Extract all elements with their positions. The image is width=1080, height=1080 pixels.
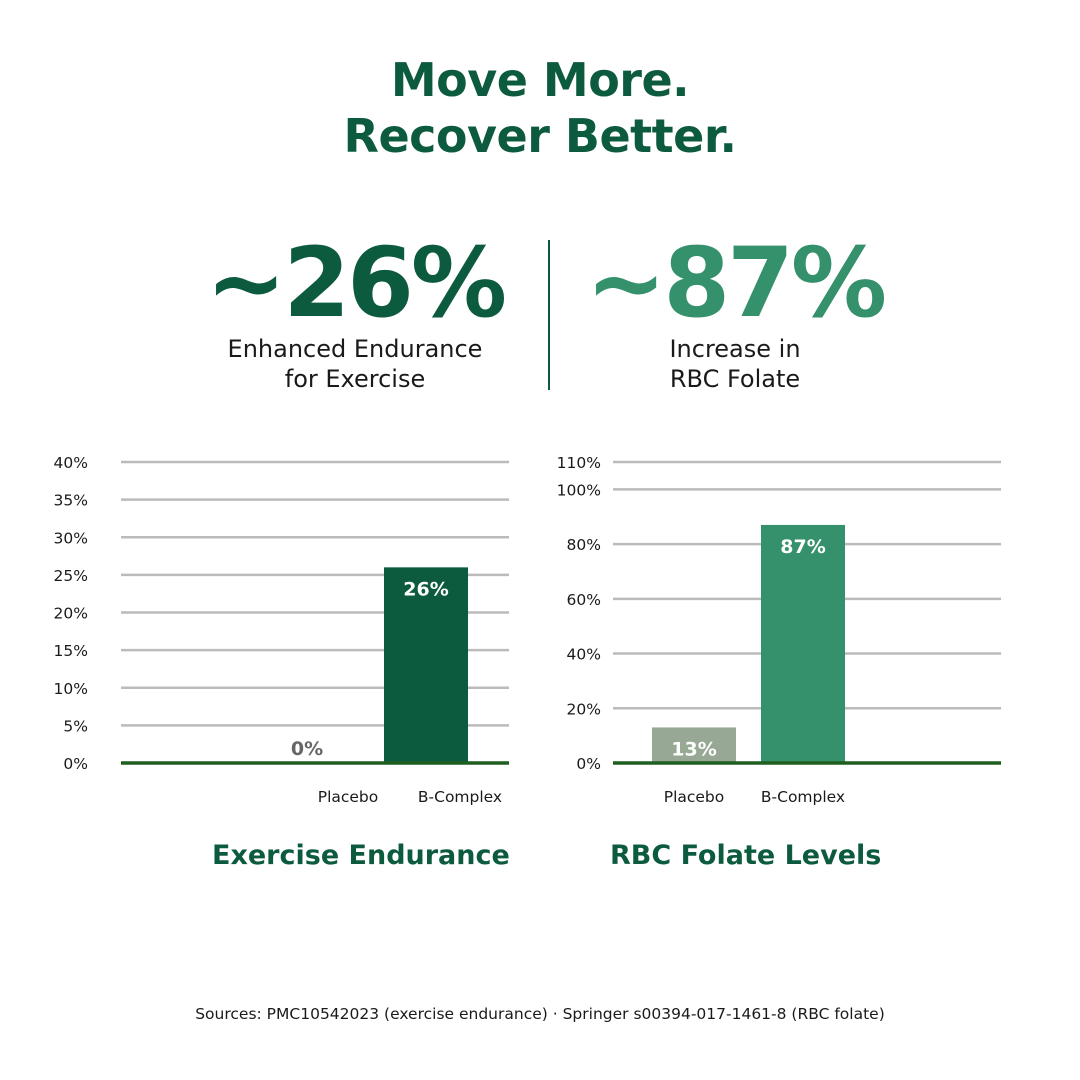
chart-title-exercise-endurance: Exercise Endurance — [212, 840, 510, 871]
endurance-ytick-label: 0% — [63, 755, 88, 773]
sources-footnote: Sources: PMC10542023 (exercise endurance… — [195, 1005, 885, 1023]
endurance-ytick-label: 20% — [54, 605, 88, 623]
stat-endurance-caption: Enhanced Endurance for Exercise — [180, 334, 530, 394]
folate-ytick-label: 60% — [567, 591, 601, 609]
folate-ytick-label: 80% — [567, 536, 601, 554]
stat-folate-caption-line-2: RBC Folate — [669, 365, 801, 393]
stat-endurance: ~26% Enhanced Endurance for Exercise — [180, 228, 530, 394]
folate-value-label: 13% — [671, 738, 716, 760]
folate-ytick-label: 110% — [557, 454, 601, 472]
stat-divider — [548, 240, 550, 390]
stat-folate-caption: Increase in RBC Folate — [560, 334, 910, 394]
folate-ytick-label: 40% — [567, 646, 601, 664]
stat-folate-caption-line-1: Increase in — [669, 335, 801, 363]
bar-charts: 0% 5% 10% 15% 20% 25% 30% 35% 40% 0% Placebo 26% B-C… — [54, 454, 1001, 806]
folate-value-label: 87% — [780, 536, 825, 558]
stat-folate: ~87% Increase in RBC Folate — [560, 228, 910, 394]
endurance-ytick-label: 15% — [54, 642, 88, 660]
folate-ytick-label: 0% — [576, 755, 601, 773]
headline-line-2: Recover Better. — [343, 109, 737, 163]
endurance-ytick-label: 5% — [63, 717, 88, 735]
stat-endurance-caption-line-2: for Exercise — [284, 365, 426, 393]
folate-ytick-label: 20% — [567, 700, 601, 718]
folate-bar-placebo — [652, 727, 736, 763]
headline: Move More. Recover Better. — [0, 52, 1080, 164]
endurance-ytick-label: 40% — [54, 454, 88, 472]
stat-endurance-caption-line-1: Enhanced Endurance — [227, 335, 483, 363]
endurance-bar-b-complex — [384, 567, 468, 763]
folate-category-label: Placebo — [664, 788, 725, 806]
endurance-ytick-label: 30% — [54, 529, 88, 547]
endurance-ytick-label: 35% — [54, 492, 88, 510]
endurance-value-label: 0% — [291, 738, 323, 760]
folate-ytick-label: 100% — [557, 481, 601, 499]
headline-line-1: Move More. — [390, 53, 690, 107]
folate-category-label: B-Complex — [761, 788, 845, 806]
folate-bar-b-complex — [761, 524, 845, 763]
endurance-category-label: B-Complex — [418, 788, 502, 806]
stat-folate-value: ~87% — [585, 227, 887, 339]
endurance-value-label: 26% — [403, 578, 448, 600]
chart-title-rbc-folate: RBC Folate Levels — [610, 840, 882, 871]
endurance-ytick-label: 10% — [54, 680, 88, 698]
endurance-ytick-label: 25% — [54, 567, 88, 585]
stat-endurance-value: ~26% — [205, 227, 507, 339]
endurance-category-label: Placebo — [318, 788, 379, 806]
